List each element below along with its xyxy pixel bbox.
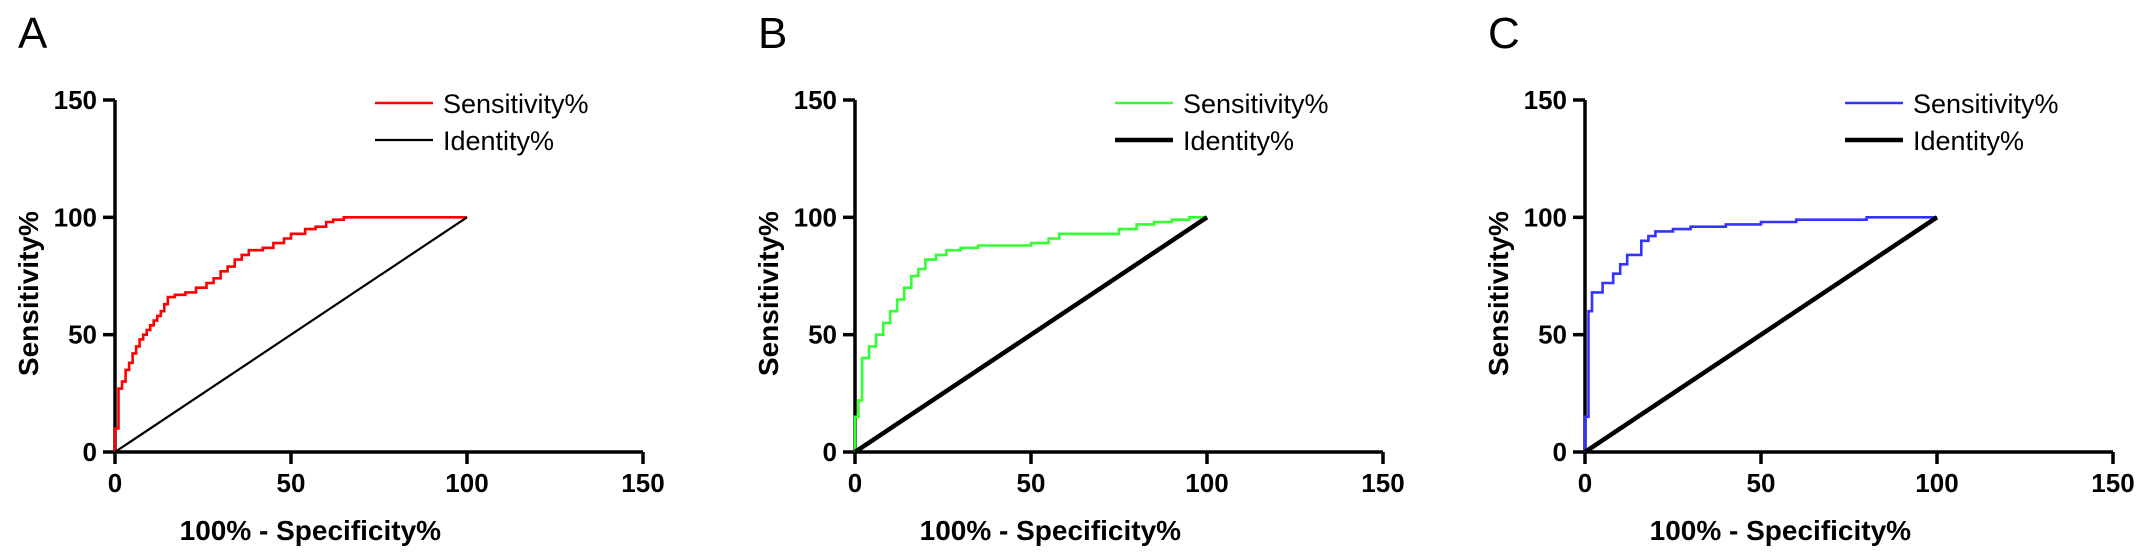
identity-series-line bbox=[853, 215, 1209, 454]
y-axis-label: Sensitivity% bbox=[753, 211, 784, 376]
sensitivity-series-line bbox=[113, 216, 467, 452]
x-tick-label: 150 bbox=[621, 468, 664, 498]
panel-letter: A bbox=[18, 9, 48, 58]
y-tick-label: 50 bbox=[808, 320, 837, 350]
x-axis-label: 100% - Specificity% bbox=[920, 515, 1182, 546]
y-tick-label: 100 bbox=[54, 202, 97, 232]
x-tick-label: 150 bbox=[1361, 468, 1404, 498]
y-tick-label: 0 bbox=[83, 437, 97, 467]
x-tick-label: 100 bbox=[445, 468, 488, 498]
legend-label: Sensitivity% bbox=[1913, 89, 2059, 119]
roc-panel-a: A 0 50 100 150 0 50 100 150 100% - Specificity% Se… bbox=[0, 0, 716, 559]
y-tick-label: 150 bbox=[1524, 85, 1567, 115]
legend-label: Sensitivity% bbox=[1183, 89, 1329, 119]
y-tick-label: 0 bbox=[1553, 437, 1567, 467]
panel-letter: B bbox=[758, 9, 787, 58]
y-tick-label: 100 bbox=[794, 202, 837, 232]
x-tick-label: 50 bbox=[1747, 468, 1776, 498]
x-axis-label: 100% - Specificity% bbox=[180, 515, 442, 546]
legend-label: Identity% bbox=[1183, 126, 1294, 156]
x-tick-label: 0 bbox=[848, 468, 862, 498]
sensitivity-series-line bbox=[853, 216, 1207, 452]
y-tick-label: 100 bbox=[1524, 202, 1567, 232]
panel-letter: C bbox=[1488, 9, 1520, 58]
x-tick-label: 0 bbox=[108, 468, 122, 498]
x-axis-label: 100% - Specificity% bbox=[1650, 515, 1912, 546]
y-tick-label: 0 bbox=[823, 437, 837, 467]
legend-label: Identity% bbox=[443, 126, 554, 156]
x-tick-label: 100 bbox=[1185, 468, 1228, 498]
x-tick-label: 150 bbox=[2091, 468, 2134, 498]
x-tick-label: 0 bbox=[1578, 468, 1592, 498]
legend-label: Identity% bbox=[1913, 126, 2024, 156]
sensitivity-series-line bbox=[1583, 216, 1937, 452]
identity-series-line bbox=[114, 216, 468, 453]
roc-chart-svg: B 0 50 100 150 0 50 100 150 100% - Specificity% Se… bbox=[753, 9, 1405, 546]
legend-label: Sensitivity% bbox=[443, 89, 589, 119]
y-axis-label: Sensitivity% bbox=[1483, 211, 1514, 376]
y-tick-label: 50 bbox=[68, 320, 97, 350]
y-tick-label: 150 bbox=[794, 85, 837, 115]
roc-chart-svg: C 0 50 100 150 0 50 100 150 100% - Specificity% Se… bbox=[1483, 9, 2135, 546]
roc-panel-c: C 0 50 100 150 0 50 100 150 100% - Specificity% Se… bbox=[1470, 0, 2150, 559]
roc-chart-svg: A 0 50 100 150 0 50 100 150 100% - Specificity% Se… bbox=[13, 9, 665, 546]
y-tick-label: 150 bbox=[54, 85, 97, 115]
roc-panel-b: B 0 50 100 150 0 50 100 150 100% - Specificity% Se… bbox=[740, 0, 1456, 559]
x-tick-label: 100 bbox=[1915, 468, 1958, 498]
identity-series-line bbox=[1583, 215, 1939, 454]
y-axis-label: Sensitivity% bbox=[13, 211, 44, 376]
y-tick-label: 50 bbox=[1538, 320, 1567, 350]
x-tick-label: 50 bbox=[277, 468, 306, 498]
x-tick-label: 50 bbox=[1017, 468, 1046, 498]
